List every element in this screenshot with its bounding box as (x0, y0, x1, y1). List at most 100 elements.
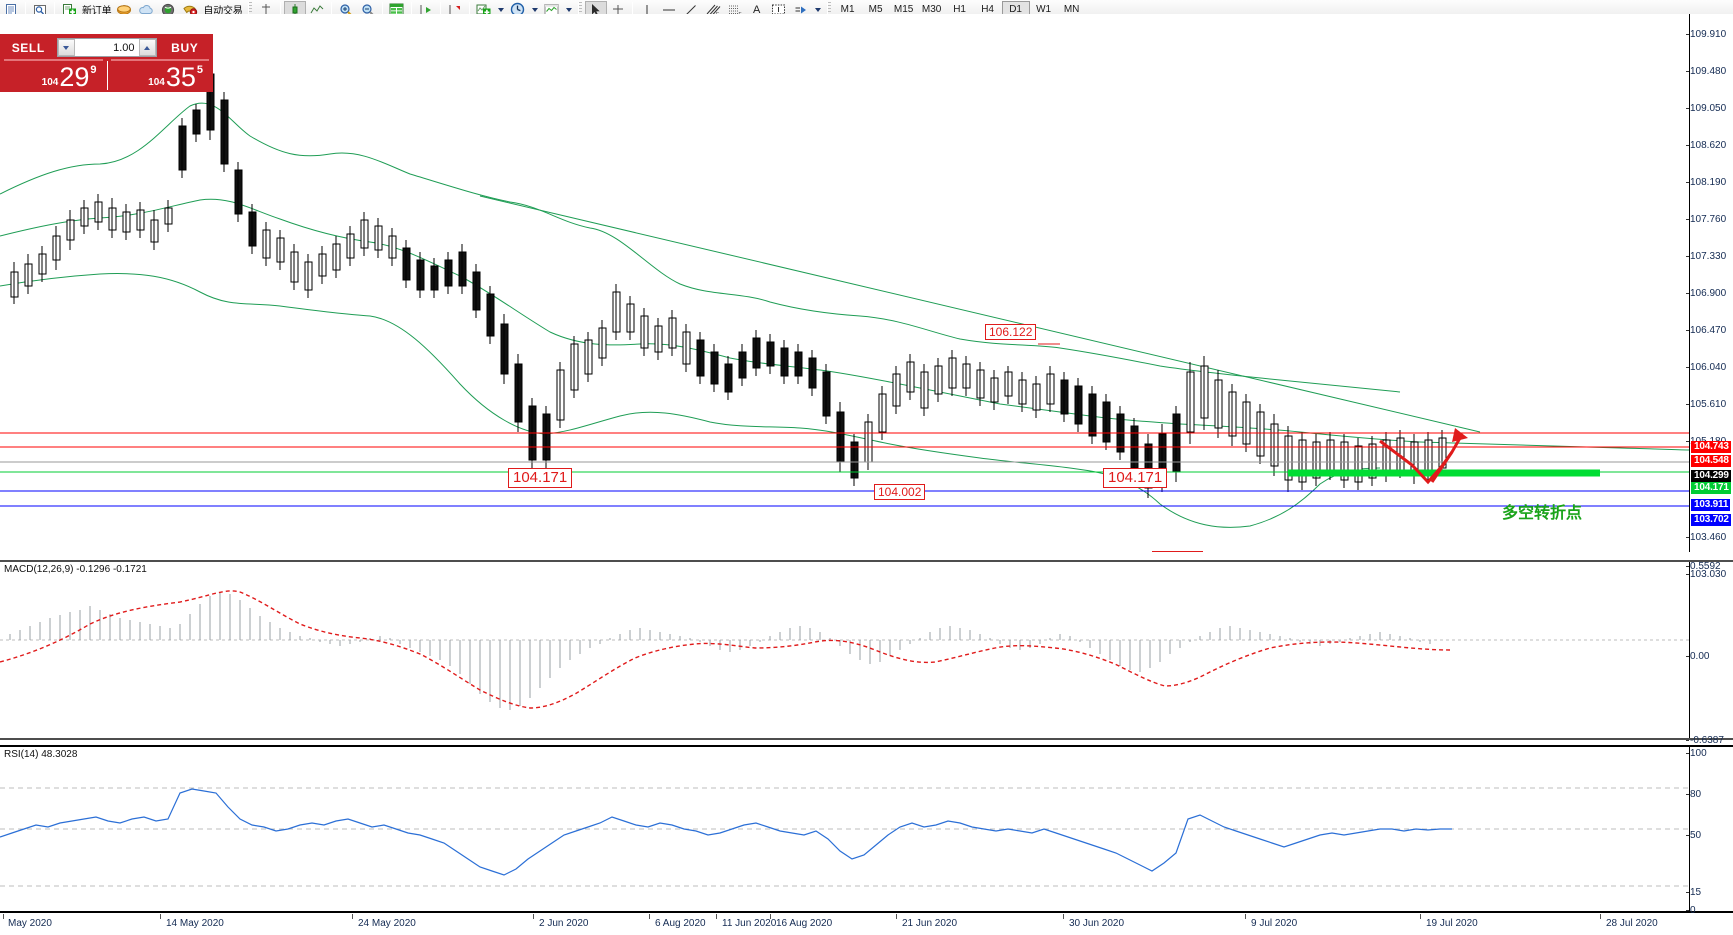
annotation-106122[interactable]: 106.122 (985, 324, 1037, 340)
price-chart-pane[interactable]: 106.122 104.171 104.002 104.171 103.156 … (0, 14, 1733, 552)
date-axis[interactable]: May 2020 14 May 2020 24 May 2020 2 Jun 2… (0, 914, 1733, 935)
arrows-dropdown-caret[interactable] (814, 7, 821, 12)
toolbar-grip[interactable] (247, 1, 252, 18)
date-separator (1063, 914, 1064, 919)
annotation-103156[interactable]: 103.156 (1152, 551, 1204, 552)
toolbar-separator (381, 1, 383, 18)
toolbar-separator (439, 1, 441, 18)
toolbar-separator (54, 1, 55, 18)
price-badge-resistance-104743[interactable]: 104.743 (1691, 441, 1731, 453)
new-order-label[interactable]: 新订单 (82, 6, 112, 17)
templates-dropdown-caret[interactable] (565, 7, 572, 12)
expert-advisors-icon[interactable] (113, 1, 135, 19)
timeframe-h1[interactable]: H1 (953, 4, 966, 15)
date-separator (649, 914, 650, 919)
cloud-icon[interactable] (135, 1, 157, 19)
date-tick: 2 Jun 2020 (539, 918, 589, 929)
timeframe-m15[interactable]: M15 (893, 4, 914, 15)
candle-group-1 (10, 194, 173, 304)
rsi-indicator-pane[interactable]: RSI(14) 48.3028 (0, 745, 1733, 913)
price-tick: 109.050 (1685, 103, 1727, 114)
timeframe-m1[interactable]: M1 (840, 4, 855, 15)
red-arrow-head (1452, 428, 1468, 442)
volume-value[interactable]: 1.00 (113, 41, 135, 54)
candle-group-5 (556, 284, 691, 428)
rsi-tick: 0 (1686, 905, 1696, 916)
zoom-in-icon[interactable] (335, 1, 357, 19)
date-tick: 21 Jun 2020 (902, 918, 958, 929)
chevron-up-icon (144, 45, 150, 50)
date-tick: 16 Aug 2020 (776, 918, 833, 929)
rsi-tick: 50 (1685, 830, 1702, 841)
volume-stepper[interactable]: 1.00 (56, 38, 157, 57)
crosshair-icon[interactable] (607, 1, 629, 19)
arrows-icon[interactable] (790, 1, 812, 19)
sell-button[interactable]: SELL (11, 40, 45, 55)
rsi-line (0, 788, 1452, 876)
toolbar-grip[interactable] (826, 1, 831, 18)
period-dropdown-caret[interactable] (531, 7, 538, 12)
macd-pane-axis-line (1689, 562, 1690, 738)
price-badge-support-104171[interactable]: 104.171 (1691, 482, 1731, 494)
price-tick: 103.030 (1685, 569, 1727, 580)
price-tick: 108.190 (1685, 177, 1727, 188)
annotation-reversal-point-note[interactable]: 多空转折点 (1502, 505, 1583, 522)
price-badge-support-103702[interactable]: 103.702 (1691, 514, 1731, 526)
toolbar-grip[interactable] (577, 1, 582, 18)
candle-group-7 (864, 350, 1055, 470)
volume-increase-button[interactable] (138, 39, 156, 56)
sell-price-cell[interactable]: 104 29 9 (0, 59, 107, 92)
date-separator (352, 914, 353, 919)
date-tick: May 2020 (8, 918, 52, 929)
indicator-dropdown-caret[interactable] (497, 7, 504, 12)
vertical-line-icon[interactable] (636, 1, 658, 19)
add-indicator-icon[interactable] (473, 1, 495, 19)
price-badge-last-price-104299[interactable]: 104.299 (1691, 470, 1731, 482)
candle-group-3 (262, 212, 397, 298)
chevron-down-icon (63, 45, 69, 50)
price-tick: 105.610 (1685, 399, 1727, 410)
toolbar-separator (468, 1, 470, 18)
signals-icon[interactable] (157, 1, 179, 19)
date-separator (716, 914, 717, 919)
timeframe-mn[interactable]: MN (1063, 4, 1080, 15)
toolbar-separator (25, 1, 26, 18)
auto-trading-label[interactable]: 自动交易 (203, 6, 243, 17)
rsi-indicator-label: RSI(14) 48.3028 (3, 749, 79, 760)
text-tool-icon[interactable]: A (752, 3, 761, 16)
timeframe-h4[interactable]: H4 (981, 4, 994, 15)
horizontal-line-icon[interactable] (658, 1, 680, 19)
buy-button[interactable]: BUY (171, 40, 199, 55)
sell-underline (4, 59, 103, 61)
price-axis[interactable]: 109.910 109.480 109.050 108.620 108.190 … (1685, 14, 1733, 916)
price-tick: 109.480 (1685, 66, 1727, 77)
annotation-104171-right[interactable]: 104.171 (1103, 468, 1168, 488)
timeframe-m5[interactable]: M5 (868, 4, 883, 15)
zoom-out-icon[interactable] (357, 1, 379, 19)
date-separator (770, 914, 771, 919)
date-tick: 19 Jul 2020 (1426, 918, 1478, 929)
macd-indicator-pane[interactable]: MACD(12,26,9) -0.1296 -0.1721 (0, 560, 1733, 740)
toolbar-separator (631, 1, 633, 18)
line-chart-icon[interactable] (306, 1, 328, 19)
annotation-104171-left[interactable]: 104.171 (508, 468, 573, 488)
timeframe-w1[interactable]: W1 (1036, 4, 1052, 15)
candle-group-2 (178, 66, 257, 254)
rsi-tick: 80 (1685, 789, 1702, 800)
bollinger-upper-band (0, 102, 1401, 393)
buy-price-cell[interactable]: 104 35 5 (106, 59, 214, 92)
price-pane-axis-line (1689, 14, 1690, 552)
macd-signal-line (0, 590, 1451, 709)
macd-tick: -0.6387 (1686, 735, 1724, 746)
trendline-icon[interactable] (680, 1, 702, 19)
date-axis-continued: 6 Aug 2020 16 Aug 2020 (0, 914, 1733, 935)
timeframe-m30[interactable]: M30 (921, 4, 942, 15)
macd-tick: 0.5592 (1686, 561, 1721, 572)
crosshair-bar-icon[interactable] (255, 1, 277, 19)
autotrading-icon[interactable] (179, 1, 201, 19)
one-click-trading-panel[interactable]: SELL 1.00 BUY 104 29 9 (0, 34, 213, 92)
price-badge-resistance-104548[interactable]: 104.548 (1691, 455, 1731, 467)
price-badge-support-103911[interactable]: 103.911 (1691, 499, 1731, 511)
volume-decrease-button[interactable] (57, 39, 75, 56)
annotation-104002[interactable]: 104.002 (874, 484, 926, 500)
